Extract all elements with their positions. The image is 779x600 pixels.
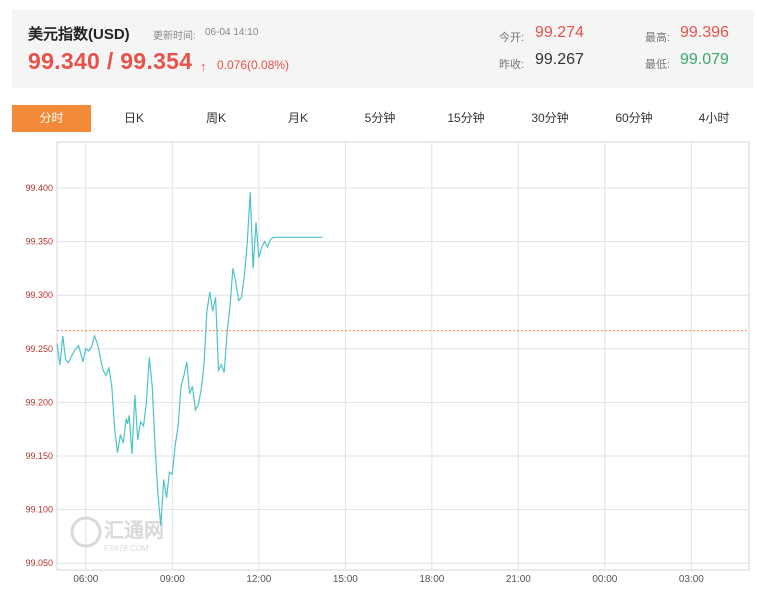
y-tick-label: 99.200 — [25, 397, 53, 407]
prev-close-value: 99.267 — [535, 51, 584, 68]
tab-15min[interactable]: 15分钟 — [447, 111, 485, 125]
tab-monthly[interactable]: 月K — [287, 111, 308, 125]
y-tick-label: 99.400 — [25, 183, 53, 193]
timeframe-tabs: 分时 日K 周K 月K 5分钟 15分钟 30分钟 60分钟 4小时 — [12, 105, 754, 132]
update-time-value: 06-04 14:10 — [205, 27, 259, 38]
open-label: 今开: — [499, 32, 525, 44]
low-value: 99.079 — [680, 51, 729, 68]
tab-30min[interactable]: 30分钟 — [531, 111, 569, 125]
x-tick-label: 15:00 — [333, 574, 358, 585]
x-tick-label: 09:00 — [160, 574, 185, 585]
y-tick-label: 99.150 — [25, 451, 53, 461]
quote-header: 美元指数(USD) 更新时间: 06-04 14:10 99.340 / 99.… — [12, 10, 754, 88]
low-label: 最低: — [645, 59, 671, 71]
open-value: 99.274 — [535, 24, 584, 41]
tab-5min[interactable]: 5分钟 — [364, 111, 396, 125]
tab-daily[interactable]: 日K — [123, 111, 144, 125]
x-tick-label: 12:00 — [246, 574, 271, 585]
y-tick-label: 99.350 — [25, 237, 53, 247]
x-tick-label: 18:00 — [419, 574, 444, 585]
y-tick-label: 99.100 — [25, 505, 53, 515]
y-tick-label: 99.300 — [25, 290, 53, 300]
x-tick-label: 03:00 — [679, 574, 704, 585]
price-series-line — [56, 192, 323, 526]
watermark-text: 汇通网 — [104, 519, 164, 542]
plot-frame — [56, 141, 750, 571]
instrument-title: 美元指数(USD) — [28, 26, 130, 43]
prev-close-label: 昨收: — [499, 59, 525, 71]
x-tick-label: 21:00 — [506, 574, 531, 585]
x-tick-label: 00:00 — [592, 574, 617, 585]
x-tick-label: 06:00 — [73, 574, 98, 585]
y-tick-label: 99.250 — [25, 344, 53, 354]
y-tick-label: 99.050 — [25, 558, 53, 568]
watermark-sub: FX678.COM — [104, 544, 149, 553]
bid-ask-price: 99.340 / 99.354 — [28, 48, 193, 74]
price-change: 0.076(0.08%) — [217, 58, 290, 72]
tab-intraday[interactable]: 分时 — [12, 105, 91, 132]
high-value: 99.396 — [680, 24, 729, 41]
tab-60min[interactable]: 60分钟 — [615, 111, 653, 125]
update-time-label: 更新时间: — [153, 31, 196, 42]
tab-4hour[interactable]: 4小时 — [698, 111, 730, 125]
high-label: 最高: — [645, 32, 671, 44]
up-arrow-icon: ↑ — [200, 59, 207, 74]
tab-weekly[interactable]: 周K — [205, 111, 226, 125]
